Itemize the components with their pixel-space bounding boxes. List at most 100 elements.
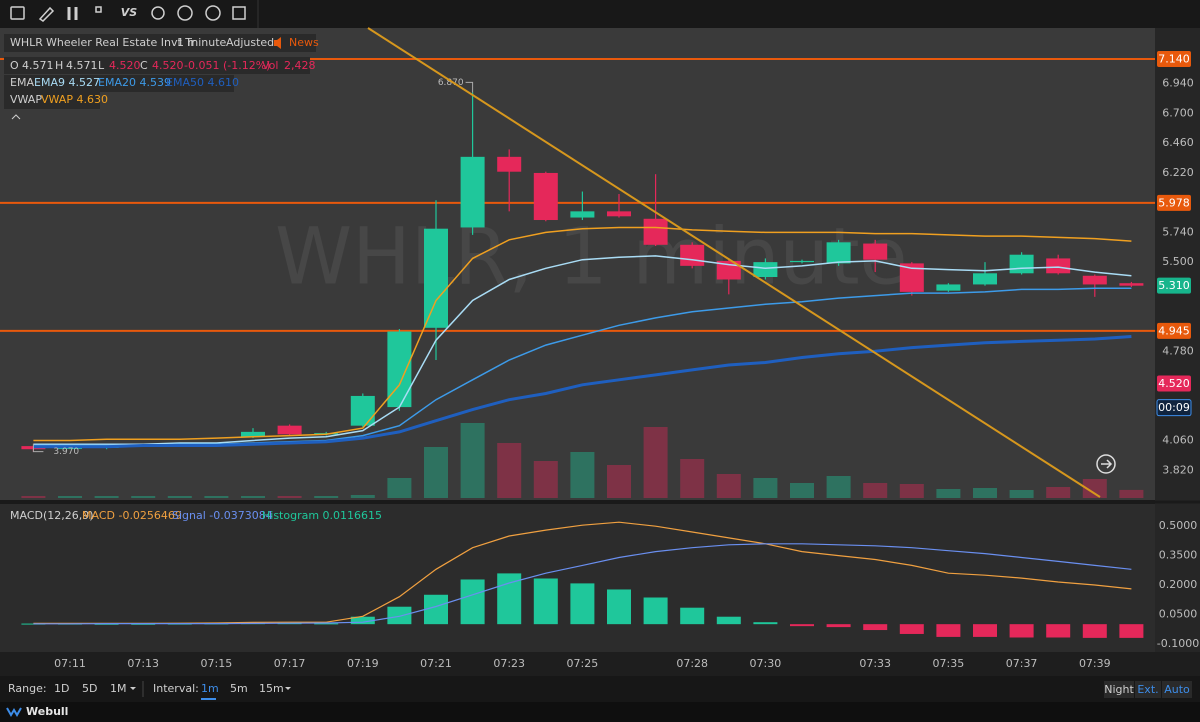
vwap-bar xyxy=(4,92,100,109)
range-option[interactable]: 5D xyxy=(82,682,97,695)
volume-bar xyxy=(314,496,339,498)
toolbar-icons xyxy=(10,5,246,22)
session-button[interactable] xyxy=(1104,681,1134,698)
session-button[interactable] xyxy=(1135,681,1161,698)
volume-bar xyxy=(21,496,46,498)
price-level-label: 5.978 xyxy=(1158,196,1190,209)
histogram-bar xyxy=(863,624,888,631)
icon-dollar[interactable] xyxy=(177,5,193,21)
icon-dividend[interactable] xyxy=(205,5,221,21)
range-option[interactable]: 1D xyxy=(54,682,69,695)
legend-entry: MACD -0.0256469 xyxy=(82,509,182,522)
candle-body xyxy=(350,395,375,426)
indicator-line xyxy=(33,226,1132,442)
news[interactable]: News xyxy=(289,36,319,49)
histogram-bar xyxy=(1082,624,1107,638)
collapse-legend[interactable] xyxy=(11,114,21,120)
vwap-label: VWAP xyxy=(10,93,42,106)
candle-body xyxy=(241,431,265,437)
volume-bar xyxy=(936,489,961,498)
y-tick-label: 6.940 xyxy=(1162,77,1194,90)
toolbar-vs[interactable]: VS xyxy=(121,6,138,19)
brand-logo xyxy=(6,707,22,717)
session-night[interactable]: Night xyxy=(1104,683,1134,696)
histogram-bar xyxy=(790,624,814,627)
candle-body xyxy=(607,211,631,217)
histogram-bar xyxy=(460,579,485,625)
symbol[interactable]: WHLR xyxy=(10,36,43,49)
dropdown-arrow xyxy=(285,687,291,690)
interval-option[interactable]: 15m xyxy=(259,682,284,695)
icon-cloud[interactable] xyxy=(151,6,165,20)
news-icon xyxy=(274,37,281,49)
icon-candles[interactable] xyxy=(67,7,78,20)
volume-bar xyxy=(533,461,558,498)
icon-settings[interactable] xyxy=(232,6,246,20)
scroll-right-button[interactable] xyxy=(1096,454,1116,474)
volume-bar xyxy=(204,496,229,498)
price-level-tag xyxy=(1157,50,1191,67)
session-auto[interactable]: Auto xyxy=(1164,683,1190,696)
footer-bar xyxy=(0,676,1200,702)
brand: Webull xyxy=(26,705,68,718)
adjusted[interactable]: Adjusted xyxy=(226,36,274,49)
high-value: 4.571 xyxy=(66,59,98,72)
y-tick-label: 0.5000 xyxy=(1159,519,1198,532)
x-tick-label: 07:17 xyxy=(274,657,306,670)
icon-chart[interactable] xyxy=(10,6,25,20)
interval-option[interactable]: 1m xyxy=(201,682,219,695)
x-tick-label: 07:37 xyxy=(1006,657,1038,670)
extreme-label: 6.870 xyxy=(438,78,464,88)
y-tick-label: 4.780 xyxy=(1162,344,1194,357)
candle-body xyxy=(58,447,82,449)
session-ext[interactable]: Ext. xyxy=(1137,683,1158,696)
macd-title: MACD(12,26,9) xyxy=(10,509,94,522)
histogram-bar xyxy=(1119,624,1144,638)
volume-bar xyxy=(753,478,778,498)
interval[interactable]: 1 minute xyxy=(177,36,227,49)
interval-option[interactable]: 5m xyxy=(230,682,248,695)
histogram-bar xyxy=(497,573,522,625)
company-name: Wheeler Real Estate Invt Tr xyxy=(46,36,195,49)
candle-body xyxy=(277,425,302,435)
volume-bar xyxy=(826,476,851,498)
session-button[interactable] xyxy=(1162,681,1192,698)
legend-entry: Histogram 0.0116615 xyxy=(262,509,382,522)
y-tick-label: 3.820 xyxy=(1162,463,1194,476)
volume-bar xyxy=(570,452,595,498)
histogram-bar xyxy=(387,606,412,625)
price-level-tag xyxy=(1157,375,1191,392)
watermark: WHLR, 1 minute xyxy=(275,212,908,302)
histogram-bar xyxy=(607,589,631,625)
icon-grid[interactable] xyxy=(95,6,102,13)
candle-body xyxy=(863,243,888,260)
y-tick-label: 6.700 xyxy=(1162,106,1194,119)
volume-bar xyxy=(973,488,997,498)
volume-label: Vol xyxy=(262,59,278,72)
candle-body xyxy=(1009,254,1034,274)
x-tick-label: 07:13 xyxy=(127,657,159,670)
volume-bar xyxy=(863,483,888,498)
x-tick-label: 07:30 xyxy=(750,657,782,670)
y-tick-label: 5.500 xyxy=(1162,255,1194,268)
range-option[interactable]: 1M xyxy=(110,682,127,695)
volume-bar xyxy=(387,478,412,498)
trend-line[interactable] xyxy=(367,27,1101,498)
symbol-bar xyxy=(4,34,316,52)
indicator-line xyxy=(33,335,1132,449)
price-level-tag xyxy=(1157,322,1191,339)
histogram-bar xyxy=(350,616,375,625)
volume-bar xyxy=(277,496,302,498)
volume-bar xyxy=(607,465,631,498)
close-label: C xyxy=(140,59,148,72)
candle-body xyxy=(680,244,705,266)
histogram-bar xyxy=(899,624,924,634)
histogram-bar xyxy=(314,623,339,625)
extreme-leader xyxy=(465,81,474,93)
extreme-leader xyxy=(32,443,44,453)
icon-draw[interactable] xyxy=(38,6,55,22)
histogram-bar xyxy=(533,578,558,625)
volume-bar xyxy=(1119,489,1144,498)
candle-body xyxy=(1082,275,1107,285)
